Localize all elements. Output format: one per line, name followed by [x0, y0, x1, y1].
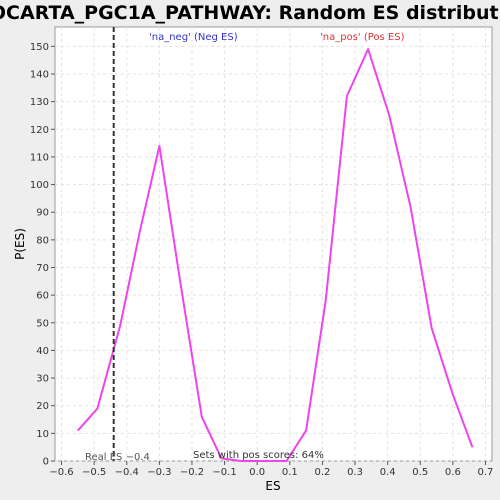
neg-es-label: 'na_neg' (Neg ES) [149, 32, 238, 43]
grid-lines [55, 27, 492, 462]
y-tick-label: 100 [30, 180, 49, 191]
y-tick-label: 90 [36, 208, 49, 219]
x-axis-label: ES [265, 479, 280, 493]
y-tick-label: 70 [36, 263, 49, 274]
axis-ticks: −0.6 −0.5 −0.4 −0.3 −0.2 −0.1 0.0 0.1 0.2 0.3 0.4 0… [30, 42, 494, 478]
x-tick-label: 0.5 [412, 467, 428, 478]
x-tick-label: −0.3 [147, 467, 171, 478]
x-tick-label: 0.7 [478, 467, 494, 478]
x-tick-label: −0.2 [180, 467, 204, 478]
y-tick-label: 0 [43, 457, 49, 468]
pos-scores-annotation: Sets with pos scores: 64% [193, 450, 324, 461]
y-tick-label: 30 [36, 374, 49, 385]
x-tick-label: 0.6 [445, 467, 461, 478]
y-tick-label: 10 [36, 429, 49, 440]
x-tick-label: 0.1 [282, 467, 298, 478]
plot-area [54, 26, 493, 462]
pos-es-label: 'na_pos' (Pos ES) [320, 32, 405, 43]
y-tick-label: 140 [30, 69, 49, 80]
chart-title: BIOCARTA_PGC1A_PATHWAY: Random ES distri… [0, 2, 500, 24]
y-tick-label: 20 [36, 401, 49, 412]
x-tick-label: −0.5 [82, 467, 106, 478]
es-distribution-line [77, 48, 474, 462]
y-tick-label: 150 [30, 42, 49, 53]
y-tick-label: 40 [36, 346, 49, 357]
y-tick-label: 50 [36, 318, 49, 329]
x-tick-label: 0.0 [249, 467, 265, 478]
x-tick-label: 0.2 [314, 467, 330, 478]
y-tick-label: 60 [36, 291, 49, 302]
x-tick-label: −0.6 [49, 467, 73, 478]
x-tick-label: −0.1 [212, 467, 236, 478]
series-layer [77, 48, 474, 462]
x-tick-label: 0.4 [380, 467, 396, 478]
y-axis-label: P(ES) [13, 228, 27, 260]
y-tick-label: 110 [30, 152, 49, 163]
y-tick-label: 120 [30, 125, 49, 136]
y-tick-label: 130 [30, 97, 49, 108]
x-tick-label: 0.3 [347, 467, 363, 478]
x-tick-label: −0.4 [115, 467, 139, 478]
y-tick-label: 80 [36, 235, 49, 246]
real-es-label: Real ES −0.4 [85, 452, 150, 463]
